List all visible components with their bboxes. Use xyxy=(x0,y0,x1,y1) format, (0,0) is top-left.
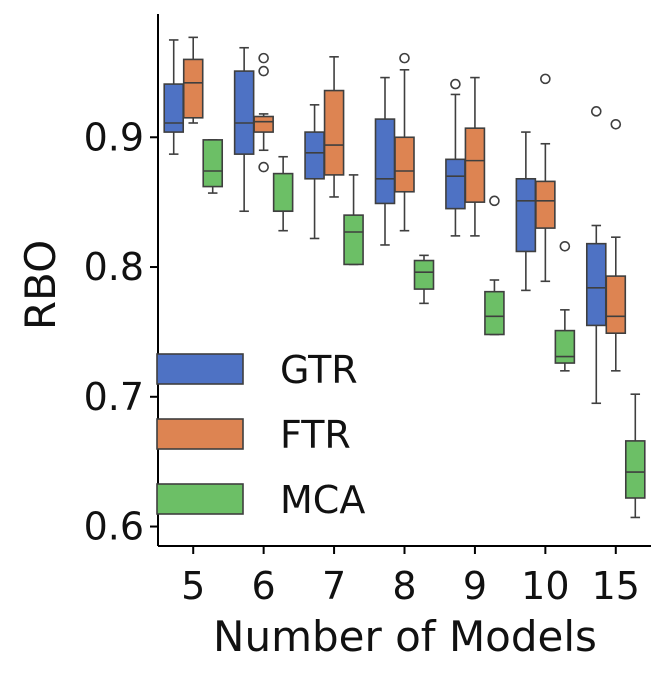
y-tick-label: 0.6 xyxy=(84,505,144,549)
ftr-9-box xyxy=(464,127,486,203)
box-group-6 xyxy=(233,46,294,232)
ftr-15-box xyxy=(605,275,627,335)
mca-9-outlier-0 xyxy=(489,195,500,207)
legend-item-ftr: FTR xyxy=(156,413,351,457)
box-group-5 xyxy=(163,36,224,194)
y-tick-label: 0.8 xyxy=(84,245,144,289)
x-axis: 5 6 7 8 9 10 15 xyxy=(158,545,651,608)
legend-swatch-gtr xyxy=(156,353,244,385)
mca-7-box xyxy=(343,214,364,266)
ftr-6-outlier-0 xyxy=(258,161,269,173)
box-group-8 xyxy=(374,52,435,305)
x-tick-label: 10 xyxy=(521,564,569,608)
mca-10-box xyxy=(554,329,576,364)
gtr-8-box xyxy=(374,118,396,205)
x-tick-label: 7 xyxy=(322,564,346,608)
box-group-7 xyxy=(304,56,364,266)
ftr-6-box xyxy=(253,115,274,133)
x-tick-label: 15 xyxy=(592,564,640,608)
legend-item-gtr: GTR xyxy=(156,348,358,392)
mca-6-box xyxy=(272,172,294,213)
mca-10-outlier-0 xyxy=(559,240,571,252)
x-tick-label: 9 xyxy=(463,564,487,608)
gtr-15-outlier-0 xyxy=(590,106,602,117)
legend-item-mca: MCA xyxy=(156,478,365,522)
gtr-9-outlier-0 xyxy=(450,78,461,90)
y-axis-title: RBO xyxy=(16,240,65,330)
x-axis-title: Number of Models xyxy=(213,612,597,661)
gtr-15-box xyxy=(585,242,607,327)
box-group-15 xyxy=(585,106,646,519)
ftr-5-box xyxy=(182,58,204,119)
legend-swatch-mca xyxy=(156,483,244,515)
y-tick-label: 0.7 xyxy=(84,375,144,419)
ftr-6-outlier-1 xyxy=(258,65,269,77)
mca-8-box xyxy=(413,259,435,290)
x-tick-label: 5 xyxy=(181,564,205,608)
legend: GTR FTR MCA xyxy=(156,348,365,522)
ftr-8-outlier-0 xyxy=(399,52,410,64)
legend-label-ftr: FTR xyxy=(280,413,351,457)
legend-label-gtr: GTR xyxy=(280,348,358,392)
gtr-10-box xyxy=(515,177,537,253)
ftr-7-box xyxy=(323,89,345,176)
box-group-10 xyxy=(515,73,576,372)
plot-area xyxy=(163,36,646,519)
gtr-7-box xyxy=(304,131,325,180)
mca-9-box xyxy=(484,290,505,336)
x-tick-label: 6 xyxy=(252,564,276,608)
y-tick-label: 0.9 xyxy=(84,115,144,159)
mca-5-box xyxy=(202,139,224,188)
x-tick-label: 8 xyxy=(392,564,416,608)
box-group-9 xyxy=(445,76,505,336)
gtr-6-box xyxy=(233,70,255,155)
gtr-5-box xyxy=(163,83,185,133)
ftr-8-box xyxy=(394,136,415,193)
gtr-9-box xyxy=(445,158,466,210)
ftr-10-box xyxy=(535,180,556,229)
legend-label-mca: MCA xyxy=(280,478,365,522)
ftr-6-outlier-2 xyxy=(258,52,269,64)
mca-15-box xyxy=(624,440,646,499)
y-axis: 0.6 0.7 0.8 0.9 xyxy=(84,14,159,549)
ftr-10-outlier-0 xyxy=(540,73,551,85)
legend-swatch-ftr xyxy=(156,418,244,450)
ftr-15-outlier-0 xyxy=(610,118,622,130)
